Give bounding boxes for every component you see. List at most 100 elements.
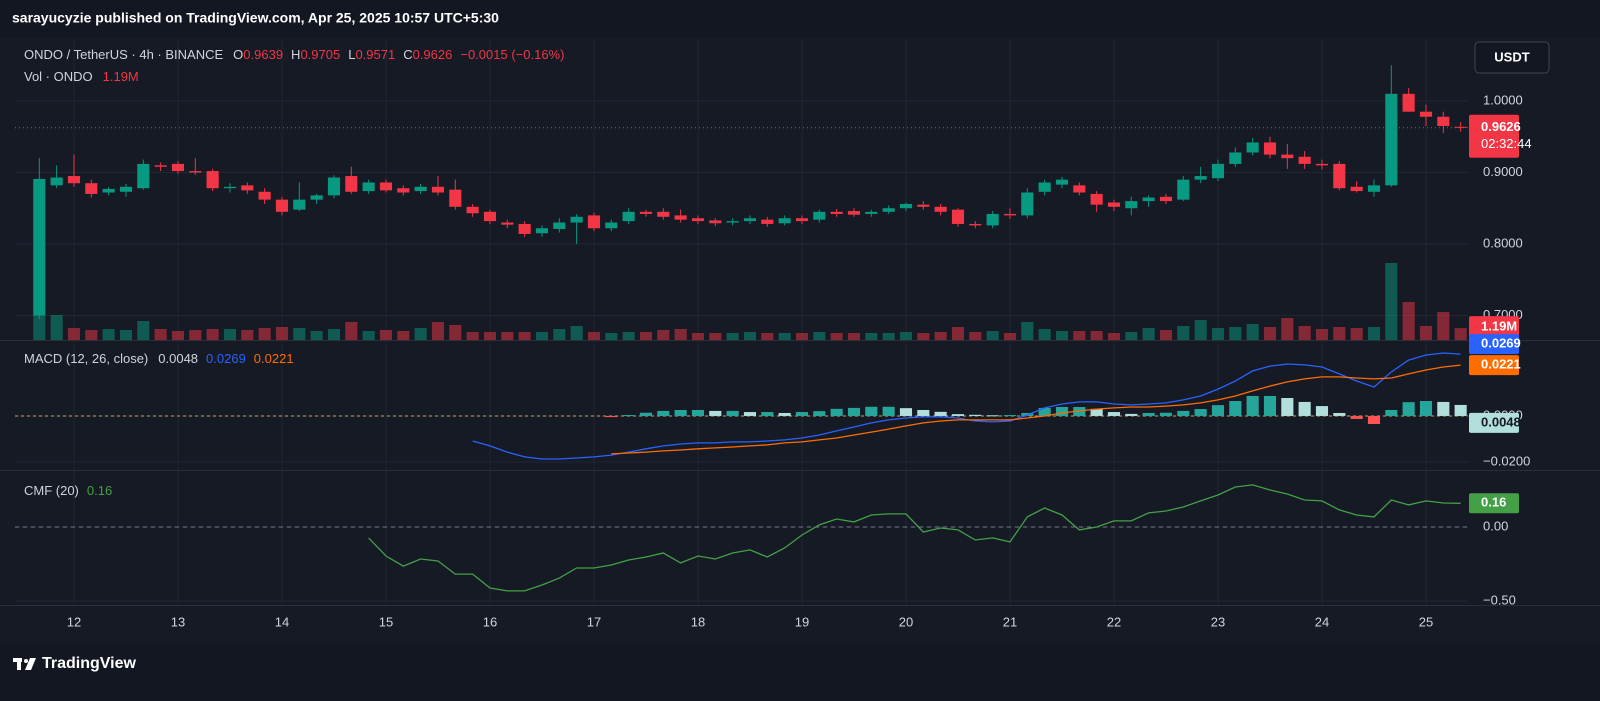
macd-value-tag-box <box>1469 334 1519 355</box>
macd-histogram-bar <box>1281 398 1294 416</box>
candle-body <box>639 211 653 214</box>
header-bar <box>0 0 1600 38</box>
signal-value-tag-box <box>1469 355 1519 376</box>
volume-bar <box>1385 263 1398 340</box>
volume-bar <box>1229 327 1242 340</box>
macd-histogram-bar <box>795 412 809 416</box>
macd-histogram-bar <box>865 406 878 416</box>
logo-part <box>25 658 36 670</box>
volume-bar <box>691 333 705 340</box>
candle-body <box>102 188 115 193</box>
macd-histogram-bar <box>1367 415 1381 425</box>
candle-body <box>1246 142 1259 153</box>
volume-bar <box>85 330 98 340</box>
volume-bar <box>830 333 843 340</box>
candle-body <box>1229 152 1242 164</box>
candle-body <box>466 206 479 214</box>
volume-bar <box>293 328 306 340</box>
macd-histogram-bar <box>1263 395 1277 416</box>
signal-value-tag: 0.0221 <box>1481 357 1521 372</box>
ohlc-label: H <box>291 47 300 62</box>
x-tick-label: 12 <box>67 614 81 629</box>
candle-body <box>449 189 462 207</box>
volume-bar <box>1142 328 1155 340</box>
macd-histogram-bar <box>882 406 895 416</box>
volume-legend: Vol · ONDO 1.19M <box>24 69 139 84</box>
candle-body <box>1055 179 1069 185</box>
candle-body <box>189 171 202 173</box>
candle-body <box>171 163 185 172</box>
cmf-value: 0.16 <box>87 483 112 498</box>
volume-bar <box>1055 331 1069 340</box>
volume-bar <box>1090 331 1103 340</box>
x-tick-label: 18 <box>691 614 705 629</box>
candle-body <box>951 209 965 224</box>
macd-histogram-bar <box>674 409 687 416</box>
volume-bar <box>934 332 947 340</box>
candle-body <box>1298 156 1311 164</box>
volume-bar <box>414 328 427 340</box>
volume-bar <box>1367 327 1381 340</box>
price-label: 0.9626 <box>1481 119 1521 134</box>
macd-histogram-bar <box>1246 395 1259 416</box>
candle-body <box>258 191 271 200</box>
volume-bar <box>258 328 271 340</box>
candle-body <box>518 223 531 234</box>
candle-body <box>813 211 826 220</box>
candle-body <box>1402 93 1415 112</box>
volume-bar <box>951 327 965 340</box>
candle-body <box>1454 126 1467 128</box>
ohlc-label: O <box>233 47 243 62</box>
currency-button[interactable] <box>1474 41 1550 74</box>
macd-histogram-bar <box>761 412 774 416</box>
candle-body <box>379 182 393 191</box>
macd-histogram-bar <box>813 411 826 416</box>
volume-bar <box>847 333 861 340</box>
candle-body <box>1211 163 1225 179</box>
candle-body <box>605 222 618 229</box>
volume-bar <box>605 333 618 340</box>
volume-bar <box>1454 328 1467 340</box>
volume-bar <box>553 329 566 340</box>
macd-histogram-bar <box>1125 413 1138 416</box>
candle-body <box>899 203 913 209</box>
macd-histogram-bar <box>917 409 930 416</box>
candle-body <box>1159 196 1173 202</box>
x-tick-label: 20 <box>899 614 913 629</box>
candle-body <box>67 176 81 184</box>
volume-bar <box>986 331 999 340</box>
candle-body <box>1350 186 1363 192</box>
volume-bar <box>241 330 254 340</box>
price-label-box <box>1469 114 1519 158</box>
candle-body <box>1021 192 1034 216</box>
macd-histogram-bar <box>639 412 653 416</box>
macd-histogram-bar <box>743 412 757 416</box>
candle-body <box>535 228 549 234</box>
volume-bar <box>431 322 445 340</box>
volume-bar <box>466 332 479 340</box>
x-tick-label: 13 <box>171 614 185 629</box>
macd-histogram-bar <box>1194 409 1207 416</box>
candle-body <box>709 220 722 224</box>
volume-bar <box>67 328 81 340</box>
symbol: ONDO / TetherUS · 4h · BINANCE <box>24 47 223 62</box>
x-tick-label: 14 <box>275 614 289 629</box>
candle-body <box>1437 116 1450 127</box>
signal-line <box>611 364 1461 455</box>
macd-histogram-bar <box>1437 401 1450 416</box>
volume-bar <box>535 332 549 340</box>
macd-histogram-bar <box>1229 401 1242 416</box>
volume-bar <box>761 333 774 340</box>
macd-histogram-bar <box>778 412 791 416</box>
candle-body <box>431 186 445 193</box>
macd-histogram-bar <box>657 410 670 416</box>
candle-body <box>1038 182 1051 192</box>
candle-body <box>1263 142 1277 155</box>
macd-histogram-bar <box>1350 415 1363 419</box>
ohlc-label: L <box>348 47 355 62</box>
candle-body <box>1142 197 1155 202</box>
macd-histogram-bar <box>1090 408 1103 416</box>
x-tick-label: 23 <box>1211 614 1225 629</box>
